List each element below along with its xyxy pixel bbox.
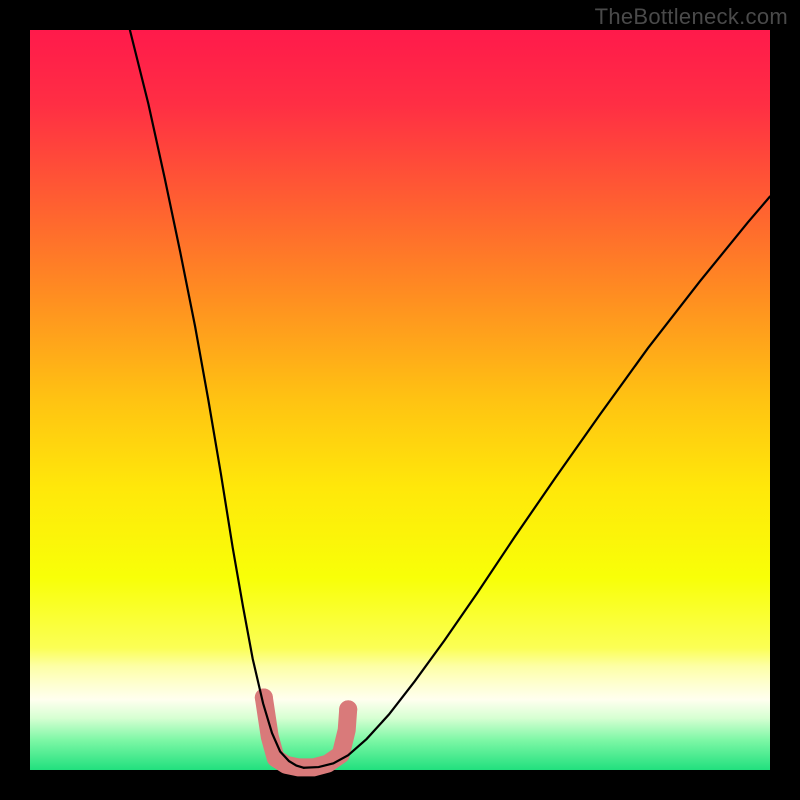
highlight-marker [339,700,357,718]
plot-area-gradient [30,30,770,770]
watermark-text: TheBottleneck.com [595,4,788,30]
chart-container: TheBottleneck.com [0,0,800,800]
bottleneck-chart [0,0,800,800]
